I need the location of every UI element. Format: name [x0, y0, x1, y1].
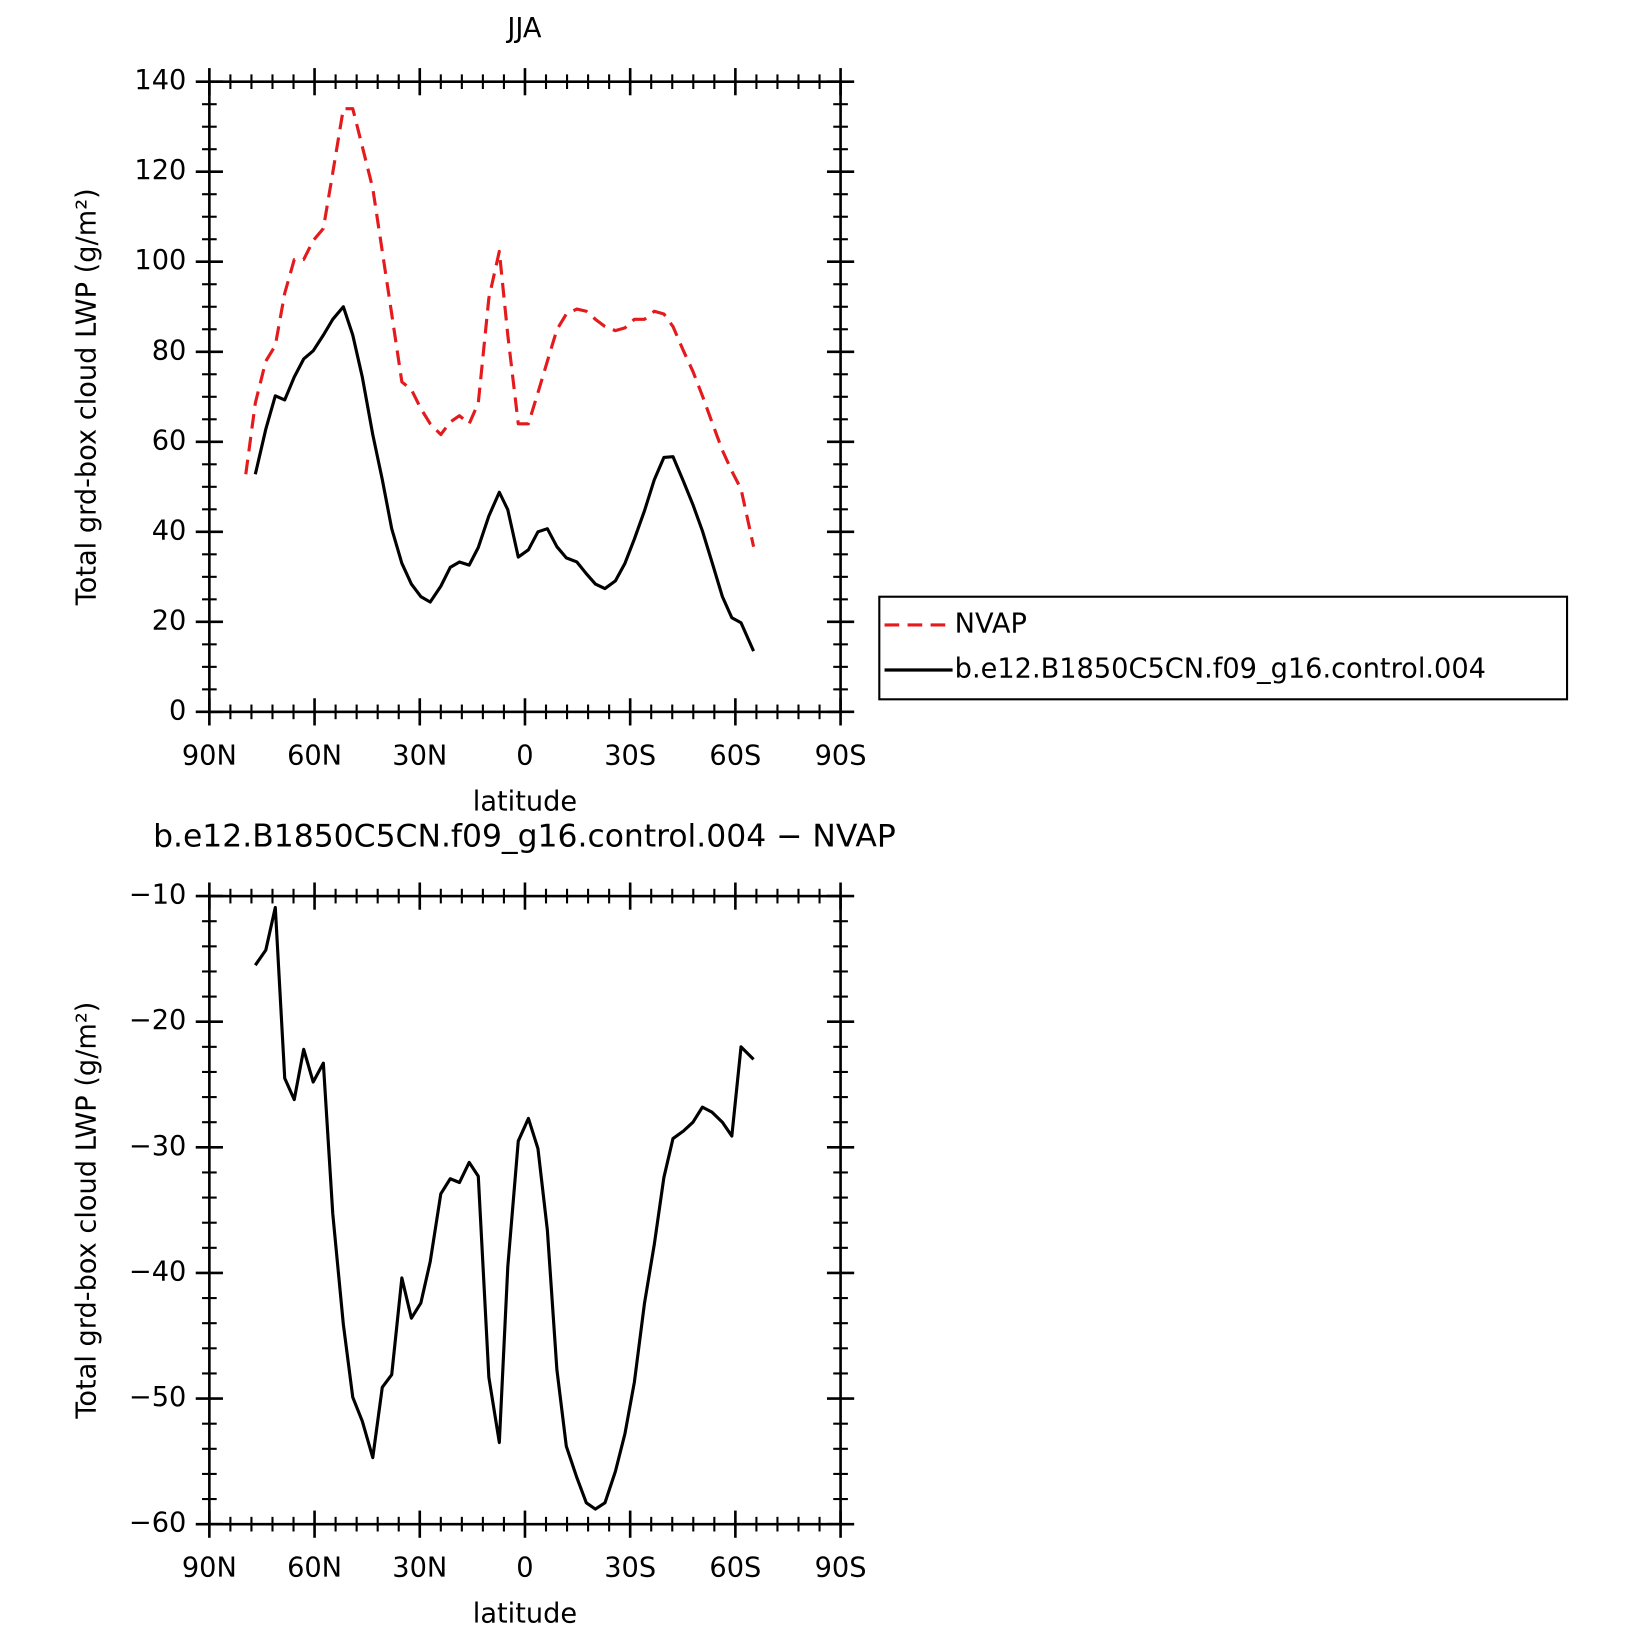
- y-tick-label: −20: [129, 1005, 186, 1036]
- x-tick-label: 60N: [287, 1553, 342, 1584]
- x-tick-label: 60S: [709, 1553, 761, 1584]
- x-tick-label: 90N: [182, 740, 237, 771]
- x-tick-label: 0: [516, 1553, 533, 1584]
- x-tick-label: 90S: [815, 1553, 867, 1584]
- y-tick-label: 40: [152, 515, 187, 546]
- data-line: [244, 107, 756, 548]
- x-axis-label: latitude: [473, 1599, 577, 1630]
- data-line: [253, 305, 756, 652]
- y-tick-label: −60: [129, 1508, 186, 1539]
- y-tick-label: −30: [129, 1131, 186, 1162]
- data-line: [254, 905, 755, 1511]
- plot-frame: [208, 894, 842, 1526]
- x-tick-label: 30S: [604, 1553, 656, 1584]
- chart-title: JJA: [505, 13, 542, 44]
- legend-box: [878, 595, 1569, 701]
- x-tick-label: 90S: [815, 740, 867, 771]
- y-tick-label: 60: [152, 425, 187, 456]
- y-tick-label: 0: [169, 695, 186, 726]
- y-tick-label: 140: [134, 65, 186, 96]
- y-axis-label: Total grd-box cloud LWP (g/m²): [71, 188, 102, 606]
- chart-title: b.e12.B1850C5CN.f09_g16.control.004 − NV…: [153, 818, 896, 854]
- legend-label: NVAP: [955, 608, 1027, 639]
- y-axis-label: Total grd-box cloud LWP (g/m²): [71, 1002, 102, 1420]
- plot-frame: [208, 80, 842, 714]
- x-tick-label: 90N: [182, 1553, 237, 1584]
- x-tick-label: 30N: [392, 1553, 447, 1584]
- x-tick-label: 60N: [287, 740, 342, 771]
- y-tick-label: −10: [129, 880, 186, 911]
- y-tick-label: −50: [129, 1382, 186, 1413]
- y-tick-label: 20: [152, 605, 187, 636]
- y-tick-label: −40: [129, 1256, 186, 1287]
- legend-label: b.e12.B1850C5CN.f09_g16.control.004: [955, 653, 1486, 684]
- x-tick-label: 30N: [392, 740, 447, 771]
- x-tick-label: 30S: [604, 740, 656, 771]
- y-tick-label: 80: [152, 335, 187, 366]
- y-tick-label: 120: [134, 155, 186, 186]
- x-tick-label: 60S: [709, 740, 761, 771]
- y-tick-label: 100: [134, 245, 186, 276]
- x-axis-label: latitude: [473, 786, 577, 817]
- x-tick-label: 0: [516, 740, 533, 771]
